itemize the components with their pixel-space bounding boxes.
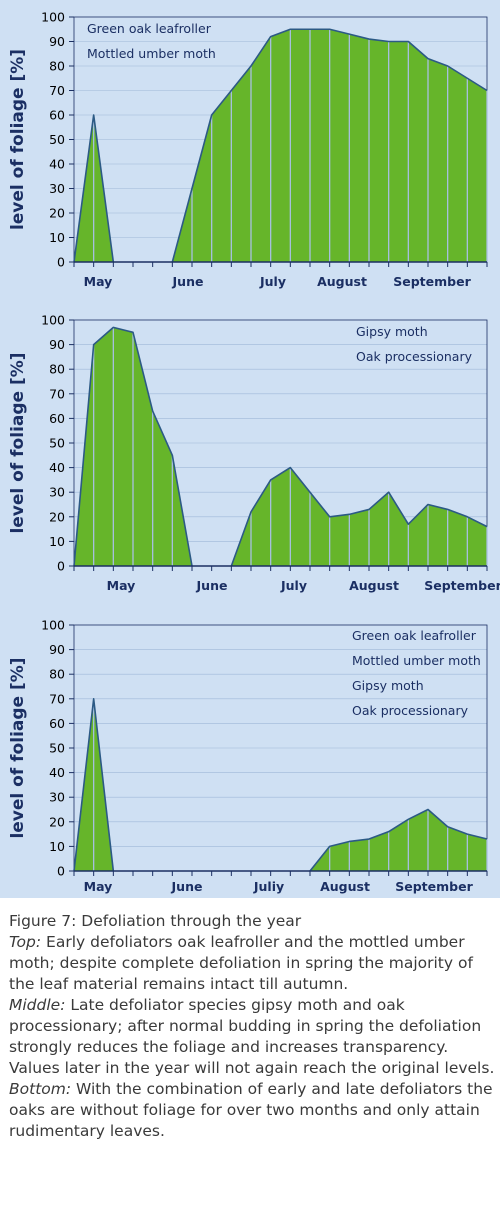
month-label: June: [172, 274, 204, 289]
y-tick-label: 60: [49, 108, 65, 123]
caption-bottom: Bottom: With the combination of early an…: [9, 1079, 495, 1142]
caption-top-text: Early defoliators oak leafroller and the…: [9, 933, 473, 993]
month-label: May: [84, 879, 113, 894]
foliage-line: [73, 114, 115, 263]
y-tick-label: 70: [49, 386, 65, 401]
y-tick-label: 100: [41, 10, 65, 25]
caption-middle: Middle: Late defoliator species gipsy mo…: [9, 995, 495, 1079]
foliage-line: [230, 466, 488, 567]
caption-top-label: Top:: [9, 933, 42, 951]
y-tick-label: 30: [49, 485, 65, 500]
month-label: July: [259, 274, 286, 289]
y-tick-label: 30: [49, 181, 65, 196]
figure-caption: Figure 7: Defoliation through the year T…: [9, 911, 495, 1142]
foliage-line: [73, 698, 115, 872]
y-tick-label: 20: [49, 509, 65, 524]
foliage-area: [231, 467, 487, 566]
month-label: August: [320, 879, 370, 894]
y-tick-label: 100: [41, 618, 65, 633]
legend-entry: Green oak leafroller: [87, 21, 212, 36]
y-tick-label: 90: [49, 642, 65, 657]
chart-3: 0 10 20 30 40 50 60 70 80 90 100 level of foliage […: [8, 618, 488, 894]
y-axis-label: level of foliage [%]: [8, 657, 28, 838]
legend-entry: Oak processionary: [356, 349, 473, 364]
legend-entry: Oak processionary: [352, 703, 469, 718]
y-tick-label: 20: [49, 206, 65, 221]
y-tick-label: 50: [49, 132, 65, 147]
month-label: September: [395, 879, 473, 894]
y-tick-label: 10: [49, 230, 65, 245]
foliage-line: [171, 28, 488, 263]
month-label: August: [349, 578, 399, 593]
caption-bottom-text: With the combination of early and late d…: [9, 1080, 493, 1140]
legend-entry: Mottled umber moth: [352, 653, 481, 668]
foliage-line: [309, 808, 488, 872]
caption-bottom-label: Bottom:: [9, 1080, 72, 1098]
chart-2: 0 10 20 30 40 50 60 70 80 90 100 level of foliage […: [8, 313, 500, 594]
chart-1: 0 10 20 30 40 50 60 70 80 90 100 level of foliage […: [8, 10, 488, 289]
foliage-line: [73, 326, 193, 567]
y-tick-label: 80: [49, 362, 65, 377]
y-tick-label: 90: [49, 337, 65, 352]
y-tick-label: 40: [49, 157, 65, 172]
y-tick-label: 10: [49, 534, 65, 549]
caption-middle-label: Middle:: [9, 996, 66, 1014]
y-tick-label: 60: [49, 411, 65, 426]
y-tick-label: 80: [49, 667, 65, 682]
y-tick-label: 30: [49, 790, 65, 805]
y-tick-label: 20: [49, 814, 65, 829]
month-label: September: [393, 274, 471, 289]
y-tick-label: 80: [49, 59, 65, 74]
y-tick-label: 0: [57, 255, 65, 270]
caption-middle-text: Late defoliator species gipsy moth and o…: [9, 996, 495, 1077]
month-label: August: [317, 274, 367, 289]
caption-title: Figure 7: Defoliation through the year: [9, 912, 302, 930]
y-tick-label: 90: [49, 34, 65, 49]
month-label: June: [171, 879, 203, 894]
y-tick-label: 0: [57, 559, 65, 574]
y-axis-label: level of foliage [%]: [8, 49, 28, 230]
month-label: May: [107, 578, 136, 593]
y-tick-label: 40: [49, 765, 65, 780]
y-tick-label: 10: [49, 839, 65, 854]
legend-entry: Mottled umber moth: [87, 46, 216, 61]
legend-entry: Green oak leafroller: [352, 628, 477, 643]
y-tick-label: 60: [49, 716, 65, 731]
month-label: September: [424, 578, 500, 593]
y-tick-label: 50: [49, 436, 65, 451]
y-tick-label: 40: [49, 460, 65, 475]
y-tick-label: 0: [57, 864, 65, 879]
y-tick-label: 50: [49, 741, 65, 756]
caption-top: Top: Early defoliators oak leafroller an…: [9, 932, 495, 995]
month-label: Juliy: [253, 879, 284, 894]
month-label: July: [280, 578, 307, 593]
foliage-area: [310, 809, 487, 871]
month-label: June: [196, 578, 228, 593]
defoliation-figure: 0 10 20 30 40 50 60 70 80 90 100 level of foliage […: [0, 0, 500, 898]
y-tick-label: 70: [49, 691, 65, 706]
legend-entry: Gipsy moth: [356, 324, 428, 339]
y-tick-label: 100: [41, 313, 65, 328]
y-tick-label: 70: [49, 83, 65, 98]
y-axis-label: level of foliage [%]: [8, 352, 28, 533]
legend-entry: Gipsy moth: [352, 678, 424, 693]
month-label: May: [84, 274, 113, 289]
